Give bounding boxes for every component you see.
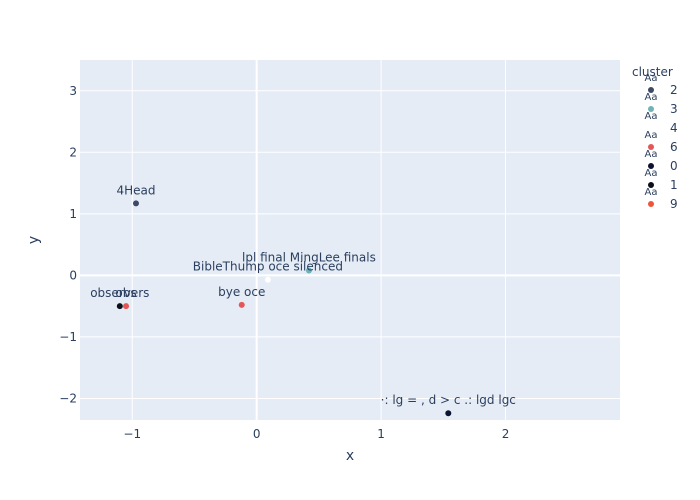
data-point bbox=[264, 276, 271, 283]
legend-marker bbox=[648, 125, 654, 131]
x-tick-label: −1 bbox=[123, 427, 141, 441]
legend-entry: 9 bbox=[670, 197, 678, 211]
legend-entry: 1 bbox=[670, 178, 678, 192]
legend-marker bbox=[648, 201, 654, 207]
legend-marker-text: Aa bbox=[645, 73, 658, 84]
x-axis-title: x bbox=[346, 448, 354, 464]
data-points: 4Head lpl final MingLee finalsBibleThump … bbox=[90, 183, 516, 417]
data-label: observers bbox=[90, 286, 149, 300]
legend-marker-text: Aa bbox=[645, 187, 658, 198]
data-point bbox=[238, 301, 245, 308]
legend-marker bbox=[648, 144, 654, 150]
x-tick-label: 1 bbox=[377, 427, 385, 441]
y-axis-ticks: −2 −1 0 1 2 3 bbox=[59, 84, 77, 406]
legend: cluster Aa 2 Aa 3 Aa 4 Aa 6 Aa 0 Aa 1 Aa 9 bbox=[632, 65, 678, 211]
legend-entry: 6 bbox=[670, 140, 678, 154]
x-axis-ticks: −1 0 1 2 bbox=[123, 427, 509, 441]
legend-entry: 3 bbox=[670, 102, 678, 116]
data-label: BibleThump oce silenced bbox=[193, 260, 343, 274]
data-label: ·: lg = , d > c .: lgd lgc bbox=[381, 393, 516, 407]
y-tick-label: 2 bbox=[69, 145, 77, 159]
legend-entry: 2 bbox=[670, 83, 678, 97]
data-point bbox=[123, 303, 130, 310]
legend-title: cluster bbox=[632, 65, 673, 79]
legend-marker bbox=[648, 163, 654, 169]
legend-marker bbox=[648, 87, 654, 93]
data-point bbox=[132, 200, 139, 207]
y-tick-label: 0 bbox=[69, 268, 77, 282]
legend-marker bbox=[648, 106, 654, 112]
data-point bbox=[305, 267, 312, 274]
y-tick-label: 1 bbox=[69, 207, 77, 221]
y-tick-label: −2 bbox=[59, 391, 77, 405]
data-label: lpl final MingLee finals bbox=[242, 250, 376, 264]
data-label: obs bbox=[115, 286, 136, 300]
legend-marker-text: Aa bbox=[645, 92, 658, 103]
y-tick-label: 3 bbox=[69, 84, 77, 98]
x-tick-label: 0 bbox=[253, 427, 261, 441]
data-label: bye oce bbox=[218, 285, 265, 299]
legend-marker bbox=[648, 182, 654, 188]
plot-area bbox=[80, 60, 620, 420]
data-point bbox=[445, 410, 452, 417]
x-tick-label: 2 bbox=[502, 427, 510, 441]
legend-entry: 4 bbox=[670, 121, 678, 135]
y-axis-title: y bbox=[26, 236, 42, 244]
legend-entry: 0 bbox=[670, 159, 678, 173]
legend-marker-text: Aa bbox=[645, 168, 658, 179]
y-tick-label: −1 bbox=[59, 330, 77, 344]
legend-marker-text: Aa bbox=[645, 149, 658, 160]
legend-marker-text: Aa bbox=[645, 111, 658, 122]
grid bbox=[80, 60, 620, 420]
legend-marker-text: Aa bbox=[645, 130, 658, 141]
data-point bbox=[116, 303, 123, 310]
data-label: 4Head bbox=[116, 183, 155, 197]
